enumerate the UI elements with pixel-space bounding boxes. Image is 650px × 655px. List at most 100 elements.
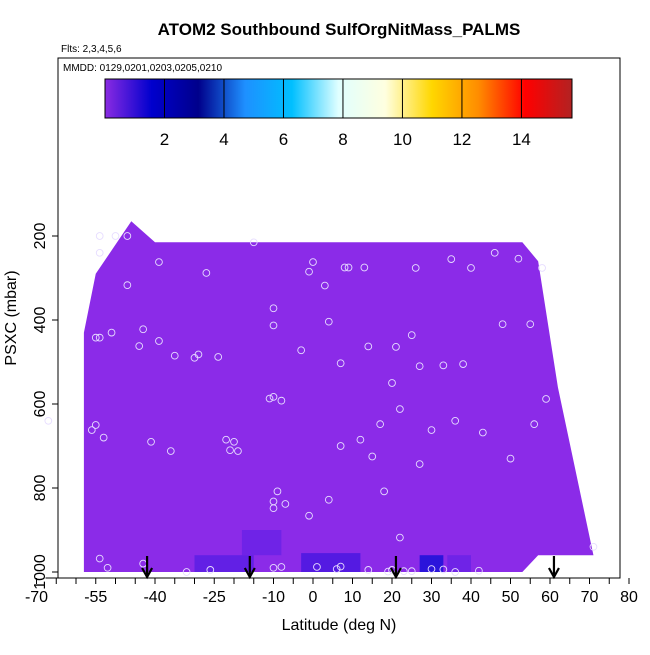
flights-subtitle: Flts: 2,3,4,5,6 <box>61 44 122 55</box>
colorbar-tick-label: 8 <box>338 130 347 149</box>
sample-point <box>95 248 104 257</box>
sample-point <box>332 565 341 573</box>
sample-point <box>135 342 144 350</box>
sample-point <box>427 565 436 573</box>
sample-point <box>313 563 321 571</box>
sample-point <box>368 452 377 461</box>
sample-point <box>111 232 120 240</box>
colorbar-tick-label: 14 <box>512 130 531 149</box>
colorbar-tick-label: 2 <box>160 130 169 149</box>
sample-point <box>202 269 211 277</box>
flight-arrows <box>141 556 560 580</box>
y-tick-label: 1000 <box>32 554 49 590</box>
sample-point <box>459 360 467 368</box>
sample-point <box>392 343 400 351</box>
sample-point <box>107 328 116 337</box>
x-tick-label: 70 <box>581 589 599 606</box>
x-tick-label: -25 <box>203 589 226 606</box>
sample-point <box>451 416 460 425</box>
sample-point <box>297 346 306 355</box>
sample-point <box>123 232 132 240</box>
y-tick-label: 800 <box>32 475 49 502</box>
x-tick-label: 0 <box>309 589 318 606</box>
field-patch <box>301 553 361 572</box>
colorbar: 2 4 6 8 10 12 14 <box>104 78 573 149</box>
sample-point <box>415 460 424 468</box>
sample-points <box>44 232 598 576</box>
x-tick-label: -40 <box>143 589 166 606</box>
sample-point <box>336 562 345 571</box>
sample-point <box>384 567 392 576</box>
x-tick-label: -10 <box>262 589 285 606</box>
sample-point <box>91 421 100 429</box>
sample-point <box>99 433 108 442</box>
sample-point <box>269 321 278 330</box>
x-tick-label: 80 <box>620 589 638 606</box>
sample-point <box>230 437 238 446</box>
sample-point <box>407 567 416 576</box>
sample-point <box>166 447 175 455</box>
colorbar-tick-label: 10 <box>393 130 412 149</box>
sample-point <box>364 566 373 574</box>
sample-point <box>542 395 550 403</box>
sample-point <box>234 447 242 455</box>
sample-point <box>305 267 313 276</box>
sample-point <box>415 362 424 371</box>
x-axis: -70 -55 -40 -25 -10 0 10 20 30 40 50 60 70 80 <box>25 577 638 606</box>
field-patch <box>241 530 282 556</box>
sample-point <box>309 258 317 266</box>
sample-point <box>139 325 148 334</box>
sample-point <box>475 566 483 575</box>
sample-point <box>336 442 345 450</box>
sample-point <box>305 511 313 520</box>
sample-point <box>321 281 329 290</box>
sample-point <box>103 563 112 572</box>
sample-point <box>490 248 499 257</box>
sample-point <box>281 500 290 508</box>
sample-point <box>467 264 475 272</box>
sample-point <box>439 565 448 574</box>
x-tick-label: -70 <box>25 589 48 606</box>
x-tick-label: 60 <box>541 589 559 606</box>
flight-arrow <box>141 556 154 580</box>
sample-point <box>170 351 179 360</box>
sample-point <box>87 426 96 434</box>
sample-point <box>194 350 203 359</box>
sample-point <box>324 495 333 504</box>
x-tick-label: 10 <box>344 589 362 606</box>
sample-point <box>388 379 396 387</box>
sample-point <box>356 435 365 444</box>
sample-point <box>498 320 507 329</box>
y-tick-label: 600 <box>32 391 49 418</box>
sample-point <box>530 420 539 429</box>
x-tick-label: 40 <box>462 589 480 606</box>
field-patch <box>194 555 254 572</box>
sample-point <box>206 566 215 574</box>
y-axis: 200 400 600 800 1000 <box>32 223 58 590</box>
colorbar-gradient <box>104 78 573 119</box>
flight-arrow <box>547 556 560 580</box>
x-tick-label: -55 <box>84 589 107 606</box>
sample-point <box>427 426 436 434</box>
sample-point <box>396 533 404 542</box>
x-tick-label: 20 <box>383 589 401 606</box>
field-area <box>83 221 594 573</box>
sample-point <box>214 353 223 361</box>
sample-point <box>277 396 286 405</box>
sample-point <box>277 563 286 571</box>
sample-point <box>91 333 100 342</box>
sample-point <box>44 416 53 425</box>
sample-point <box>324 317 333 326</box>
sample-point <box>451 568 460 576</box>
sample-point <box>182 568 191 576</box>
sample-point <box>396 405 404 413</box>
chart-title: ATOM2 Southbound SulfOrgNitMass_PALMS <box>158 20 521 39</box>
sample-point <box>226 446 234 455</box>
sample-point <box>95 554 104 563</box>
sample-point <box>222 435 230 444</box>
flight-arrow <box>389 556 402 580</box>
sample-point <box>155 337 163 345</box>
sample-point <box>360 263 369 272</box>
sample-point <box>269 393 278 401</box>
